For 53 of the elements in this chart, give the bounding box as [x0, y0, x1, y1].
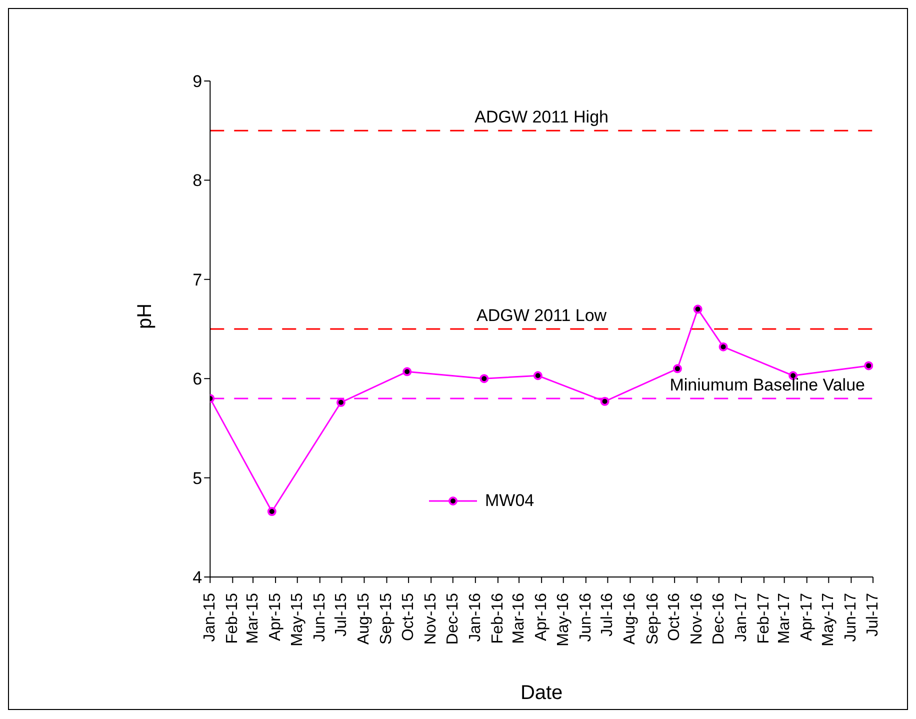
point [718, 342, 728, 352]
point [267, 507, 276, 516]
y-axis-title: pH [134, 303, 156, 329]
ref-line-label: Miniumum Baseline Value [670, 375, 865, 394]
ref-line-label: ADGW 2011 High [474, 108, 608, 127]
y-tick-label: 7 [192, 270, 202, 290]
x-tick-label: Feb-15 [224, 592, 242, 644]
x-tick-label: Jun-17 [842, 592, 860, 642]
legend-label: MW04 [485, 491, 534, 511]
x-tick-label: Feb-17 [755, 592, 772, 644]
x-tick-label: Oct-16 [666, 592, 684, 642]
x-tick-label: Apr-15 [267, 592, 284, 642]
x-tick-label: Apr-16 [533, 592, 550, 642]
point [600, 396, 610, 406]
x-tick-label: Apr-17 [798, 592, 816, 642]
point [693, 304, 702, 314]
point [533, 371, 542, 380]
x-tick-label: Nov-15 [422, 592, 440, 645]
x-tick-label: Jan-15 [202, 592, 219, 642]
x-axis-title: Date [520, 682, 563, 704]
point [480, 374, 489, 384]
y-tick-label: 9 [192, 72, 202, 92]
y-tick-label: 6 [192, 370, 202, 389]
point [864, 361, 873, 370]
x-tick-label: Dec-15 [444, 592, 462, 645]
x-tick-label: Jul-16 [599, 592, 616, 637]
x-tick-label: Mar-16 [510, 592, 528, 644]
point [672, 364, 682, 374]
x-tick-label: Aug-15 [356, 592, 373, 645]
y-tick-label: 4 [192, 568, 202, 588]
x-tick-label: Dec-16 [710, 592, 728, 645]
point [336, 398, 346, 407]
point [402, 367, 412, 376]
x-tick-label: May-17 [820, 592, 838, 646]
x-tick-label: Mar-15 [244, 592, 262, 644]
x-tick-label: Sep-15 [378, 592, 396, 645]
ref-line-label: ADGW 2011 Low [476, 306, 608, 325]
x-tick-label: May-15 [288, 592, 306, 646]
x-tick-label: Jun-16 [577, 592, 594, 642]
x-tick-label: May-16 [554, 592, 572, 646]
x-tick-label: Mar-17 [776, 592, 793, 644]
x-tick-label: Nov-16 [688, 592, 706, 645]
x-tick-label: Aug-16 [622, 592, 639, 645]
x-tick-label: Feb-16 [489, 592, 506, 644]
x-tick-label: Oct-15 [400, 592, 418, 642]
y-tick-label: 8 [192, 171, 202, 190]
x-tick-label: Jan-16 [466, 592, 484, 642]
x-tick-label: Jun-15 [311, 592, 328, 642]
y-tick-label: 5 [192, 468, 202, 488]
x-tick-label: Jan-17 [732, 592, 750, 642]
x-tick-label: Jul-17 [864, 592, 882, 637]
x-tick-label: Jul-15 [333, 592, 350, 637]
x-tick-label: Sep-16 [644, 592, 662, 645]
